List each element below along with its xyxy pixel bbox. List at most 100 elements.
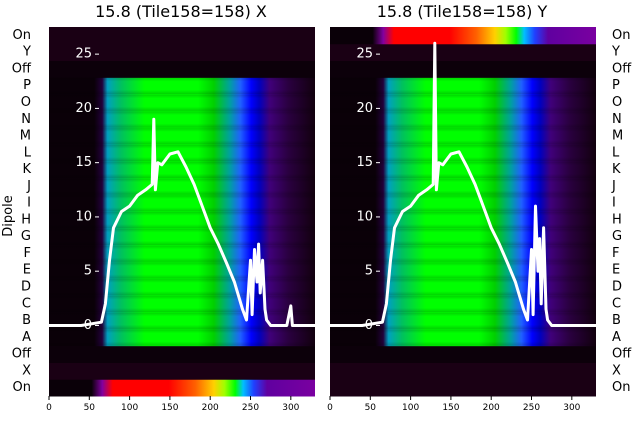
dipole-label: P: [23, 78, 31, 93]
heatmap-row-shade: [330, 194, 596, 212]
overlay-tick-label: 20: [356, 101, 373, 116]
x-tick-label: 300: [563, 403, 580, 413]
dipole-label: A: [22, 330, 31, 345]
dipole-label: Off: [12, 61, 32, 76]
heatmap-row-shade: [49, 228, 315, 246]
heatmap-row: [49, 27, 315, 45]
heatmap-row: [330, 43, 596, 62]
dipole-label: M: [20, 129, 31, 144]
dipole-label: H: [612, 212, 622, 227]
dipole-label: O: [612, 95, 622, 110]
dipole-label: G: [612, 229, 622, 244]
heatmap-row-shade: [330, 295, 596, 313]
dipole-label: J: [611, 179, 616, 194]
heatmap-row-shade: [49, 295, 315, 313]
dipole-label: C: [612, 296, 621, 311]
dipole-label: N: [21, 112, 31, 127]
heatmap-row-shade: [49, 94, 315, 111]
dipole-label: L: [24, 145, 32, 160]
dipole-label: L: [612, 145, 620, 160]
overlay-tick-label: 5: [84, 264, 92, 279]
dipole-label: G: [21, 229, 31, 244]
dipole-label: Off: [12, 347, 32, 362]
heatmap-row-shade: [330, 110, 596, 128]
overlay-tick-label: 5: [365, 264, 373, 279]
x-tick-label: 0: [327, 403, 333, 413]
heatmap-row-shade: [330, 144, 596, 162]
x-tick-label: 50: [365, 403, 377, 413]
heatmap-row: [330, 60, 596, 78]
dipole-label: On: [612, 380, 630, 395]
dipole-label: O: [21, 95, 31, 110]
dipole-label: K: [612, 162, 621, 177]
x-tick-label: 100: [402, 403, 419, 413]
dipole-label: F: [24, 246, 31, 261]
x-tick-label: 50: [84, 403, 96, 413]
overlay-line: [49, 117, 315, 327]
heatmap-row: [49, 60, 315, 78]
dipole-label: Y: [22, 45, 31, 60]
x-tick-label: 150: [442, 403, 459, 413]
dipole-label: C: [22, 296, 31, 311]
heatmap-row-shade: [330, 177, 596, 195]
dipole-label: K: [22, 162, 31, 177]
dipole-label: On: [13, 380, 31, 395]
overlay-tick-label: 25: [356, 47, 373, 62]
heatmap-row: [330, 27, 596, 45]
heatmap-row-shade: [330, 328, 596, 346]
heatmap-row: [330, 345, 596, 363]
heatmap-row: [49, 345, 315, 363]
heatmap-row-shade: [49, 328, 315, 346]
heatmap-row-shade: [49, 127, 315, 145]
dipole-label: D: [21, 279, 31, 294]
chart-title: 15.8 (Tile158=158) X: [95, 2, 267, 21]
x-axis: 0 50 100 150 200 250 300: [46, 396, 300, 413]
dipole-label: X: [612, 363, 621, 378]
dipole-label: B: [612, 313, 621, 328]
overlay-tick-label: 20: [75, 101, 92, 116]
x-tick-label: 150: [161, 403, 178, 413]
dipole-label: F: [612, 246, 619, 261]
overlay-tick-label: 25: [75, 47, 92, 62]
heatmap-row: [49, 43, 315, 62]
dipole-label: E: [612, 263, 620, 278]
dipole-label: X: [22, 363, 31, 378]
heatmap-row-shade: [330, 278, 596, 296]
heatmap-row-shade: [330, 228, 596, 246]
heatmap-row-shade: [49, 177, 315, 195]
heatmap-row-shade: [49, 194, 315, 212]
heatmap-row-shade: [49, 161, 315, 178]
heatmap-row-shade: [330, 312, 596, 329]
dipole-label: I: [27, 196, 31, 211]
overlay-tick-label: 15: [75, 155, 92, 170]
heatmap: [330, 27, 596, 397]
x-tick-label: 200: [483, 403, 500, 413]
chart-title: 15.8 (Tile158=158) Y: [377, 2, 548, 21]
x-axis: 0 50 100 150 200 250 300: [327, 396, 581, 413]
x-tick-label: 200: [202, 403, 219, 413]
dipole-label: P: [612, 78, 620, 93]
dipole-label: On: [13, 28, 31, 43]
dipole-label: J: [26, 179, 31, 194]
dipole-label: D: [612, 279, 622, 294]
x-tick-label: 0: [46, 403, 52, 413]
dipole-label: Off: [612, 347, 632, 362]
y-axis-label: Dipole: [1, 195, 16, 236]
heatmap-row-shade: [330, 245, 596, 262]
heatmap-row: [330, 362, 596, 380]
dipole-label: A: [612, 330, 621, 345]
dipole-label: Off: [612, 61, 632, 76]
dipole-label: B: [22, 313, 31, 328]
heatmap-row-shade: [49, 110, 315, 128]
heatmap-row-shade: [330, 127, 596, 145]
dipole-label: H: [21, 212, 31, 227]
dipole-label: M: [612, 129, 623, 144]
heatmap-row: [330, 379, 596, 397]
heatmap-row: [49, 362, 315, 380]
heatmap-row-shade: [49, 245, 315, 262]
